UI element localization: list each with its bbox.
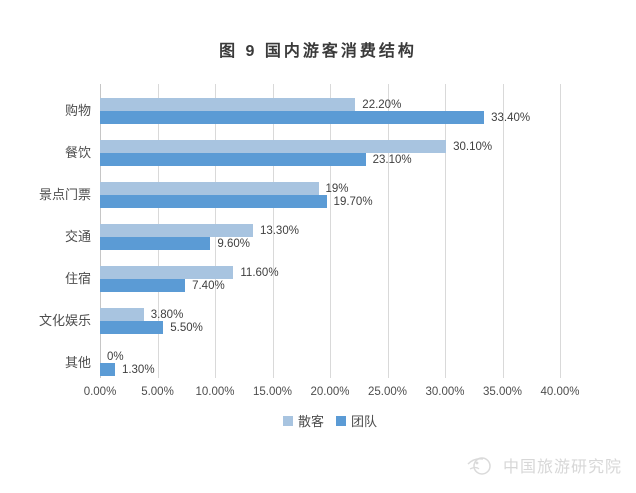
bar-line-individual: 30.10% (100, 140, 560, 153)
bar-individual (100, 140, 447, 153)
category-label: 其他 (64, 355, 91, 370)
bar-line-individual: 0% (100, 350, 560, 363)
x-tick-label: 0.00% (83, 386, 117, 398)
gridline (560, 84, 561, 378)
data-label-individual: 13.30% (259, 224, 299, 237)
bar-line-group: 23.10% (100, 153, 560, 166)
data-label-individual: 19% (325, 182, 349, 195)
bar-pair: 13.30% 9.60% (100, 210, 560, 250)
bar-row: 购物 22.20% 33.40% (65, 84, 560, 126)
data-label-group: 19.70% (333, 195, 373, 208)
bar-individual (100, 308, 144, 321)
category-label: 住宿 (64, 271, 91, 286)
x-axis: 0.00% 5.00% 10.00% 15.00% 20.00% 25.00% 30.00%… (84, 386, 580, 401)
legend-label: 散客 (297, 414, 324, 429)
data-label-group: 1.30% (121, 363, 155, 376)
bar-row: 其他 0% 1.30% (65, 336, 560, 378)
x-tick-label: 20.00% (310, 386, 350, 398)
data-label-individual: 3.80% (150, 308, 184, 321)
x-tick-label: 30.00% (425, 386, 465, 398)
category-label: 景点门票 (38, 187, 91, 202)
bar-pair: 30.10% 23.10% (100, 126, 560, 166)
bar-group (100, 237, 211, 250)
data-label-group: 33.40% (491, 111, 531, 124)
bar-line-individual: 19% (100, 182, 560, 195)
bar-individual (100, 266, 234, 279)
bar-row: 餐饮 30.10% 23.10% (65, 126, 560, 168)
bar-line-group: 1.30% (100, 363, 560, 376)
bar-row: 景点门票 19% 19.70% (39, 168, 560, 210)
data-label-individual: 22.20% (362, 98, 402, 111)
bar-line-group: 7.40% (100, 279, 560, 292)
bar-line-group: 9.60% (100, 237, 560, 250)
plot-area: 购物 22.20% 33.40% 餐饮 30.10% 23.10% 景点门票 19% 19.70… (39, 84, 561, 378)
legend-item-group: 团队 (336, 411, 377, 430)
x-tick-label: 35.00% (482, 386, 523, 398)
data-label-group: 7.40% (192, 279, 225, 292)
category-label: 餐饮 (64, 145, 91, 160)
bar-line-group: 33.40% (100, 111, 560, 124)
data-label-group: 9.60% (217, 237, 250, 250)
bar-line-individual: 13.30% (100, 224, 560, 237)
bar-line-individual: 22.20% (100, 98, 560, 111)
legend-swatch-icon (282, 415, 293, 426)
bar-individual (100, 98, 356, 111)
bar-line-group: 5.50% (100, 321, 560, 334)
bar-line-individual: 11.60% (100, 266, 560, 279)
gridline (330, 84, 331, 378)
bar-individual (100, 182, 319, 195)
category-label: 交通 (64, 229, 91, 244)
x-tick-label: 15.00% (252, 386, 293, 398)
gridline (445, 84, 446, 378)
gridline (387, 84, 389, 378)
legend-item-individual: 散客 (282, 411, 324, 430)
bar-line-group: 19.70% (100, 195, 560, 208)
x-tick-label: 25.00% (367, 386, 408, 398)
bar-group (100, 321, 164, 334)
bar-pair: 11.60% 7.40% (100, 252, 560, 292)
bar-row: 交通 13.30% 9.60% (65, 210, 560, 252)
bar-group (100, 195, 327, 208)
data-label-individual: 30.10% (453, 140, 493, 153)
watermark-text: 中国旅游研究院 (502, 459, 622, 476)
data-label-group: 23.10% (372, 153, 412, 166)
data-label-group: 5.50% (170, 321, 203, 334)
gridline (502, 84, 504, 378)
bar-row: 住宿 11.60% 7.40% (65, 252, 560, 294)
bar-pair: 22.20% 33.40% (100, 84, 560, 124)
bar-row: 文化娱乐 3.80% 5.50% (39, 294, 560, 336)
legend-swatch-icon (336, 415, 346, 426)
bar-pair: 19% 19.70% (100, 168, 560, 208)
bar-line-individual: 3.80% (100, 308, 560, 321)
data-label-individual: 0% (107, 350, 124, 363)
x-tick-label: 40.00% (540, 386, 580, 398)
category-label: 文化娱乐 (38, 313, 91, 328)
category-label: 购物 (64, 103, 91, 118)
chart-title: 图 9 国内游客消费结构 (219, 43, 417, 60)
bar-group (100, 363, 115, 376)
bar-group (100, 111, 485, 124)
bar-individual (100, 224, 253, 237)
watermark: 中国旅游研究院 (465, 450, 622, 480)
bar-pair: 0% 1.30% (100, 336, 560, 376)
bar-pair: 3.80% 5.50% (100, 294, 560, 334)
x-tick-label: 10.00% (195, 386, 235, 398)
gridline (272, 84, 274, 378)
data-label-individual: 11.60% (240, 266, 279, 279)
bar-group (100, 153, 366, 166)
legend-label: 团队 (351, 414, 378, 429)
bar-group (100, 279, 186, 292)
x-tick-label: 5.00% (141, 386, 174, 398)
china-tourism-academy-logo-icon (467, 457, 491, 475)
chart-legend: 散客 团队 (100, 411, 560, 430)
